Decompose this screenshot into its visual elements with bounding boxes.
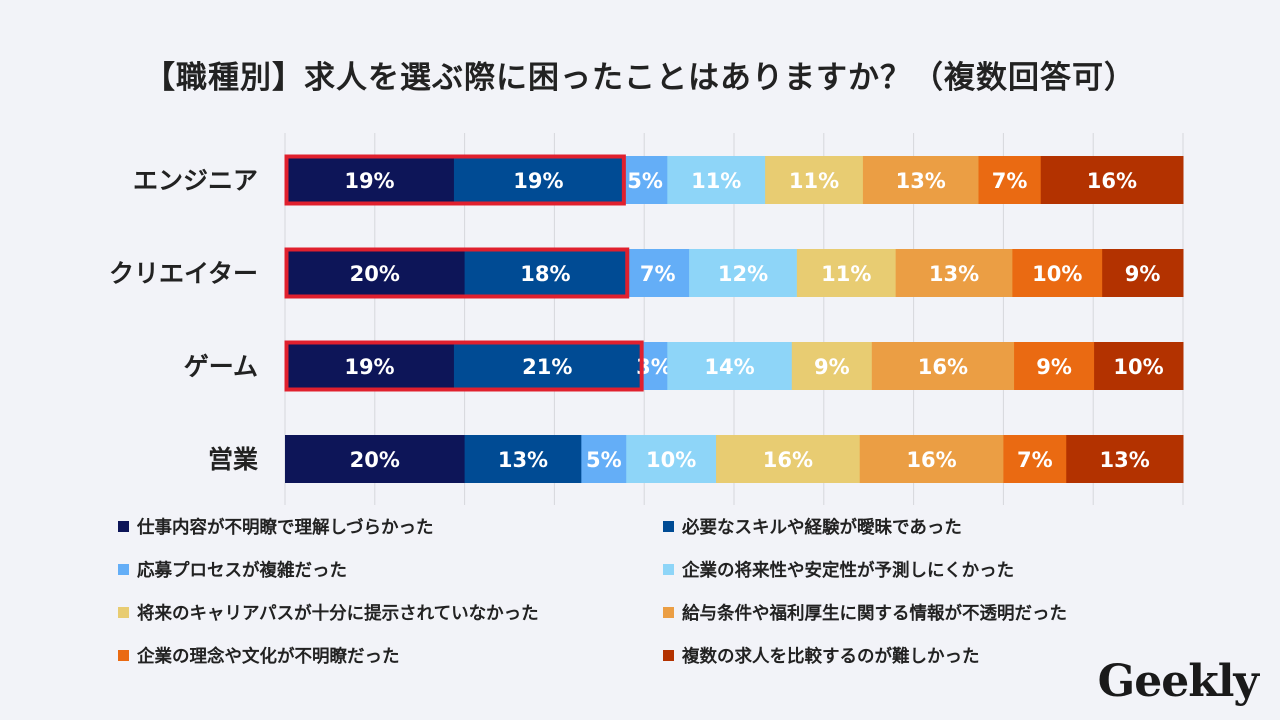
bar-segment (1040, 156, 1184, 204)
data-label: 10% (646, 448, 696, 472)
legend-label: 必要なスキルや経験が曖昧であった (682, 518, 962, 538)
bar-segment (285, 435, 466, 483)
bar-segment (667, 156, 766, 204)
data-label: 18% (520, 262, 570, 286)
data-label: 5% (627, 169, 663, 193)
data-label: 19% (344, 169, 394, 193)
legend-swatch (118, 564, 129, 575)
data-label: 21% (522, 355, 572, 379)
data-label: 11% (691, 169, 741, 193)
category-label: ゲーム (184, 352, 258, 381)
chart-title: 【職種別】求人を選ぶ際に困ったことはありますか？（複数回答可） (144, 60, 1136, 96)
legend-label: 応募プロセスが複雑だった (137, 561, 347, 581)
legend-swatch (663, 521, 674, 532)
bar-segment (626, 435, 717, 483)
legend-item: 企業の将来性や安定性が予測しにくかった (663, 557, 1014, 582)
category-label: エンジニア (133, 166, 258, 195)
data-label: 16% (906, 448, 956, 472)
data-label: 7% (992, 169, 1028, 193)
bar-segment (765, 156, 864, 204)
bar-segment (1012, 249, 1103, 297)
bar-segment (285, 342, 455, 390)
data-label: 10% (1113, 355, 1163, 379)
legend-item: 複数の求人を比較するのが難しかった (663, 643, 980, 668)
legend-item: 必要なスキルや経験が曖昧であった (663, 514, 962, 539)
bar-segment (716, 435, 861, 483)
category-label: 営業 (208, 445, 258, 474)
bar-segment (862, 156, 980, 204)
data-label: 16% (1087, 169, 1137, 193)
data-label: 10% (1032, 262, 1082, 286)
data-label: 9% (1036, 355, 1072, 379)
bar-segment (1102, 249, 1184, 297)
data-label: 9% (814, 355, 850, 379)
data-label: 12% (718, 262, 768, 286)
bar-segment (581, 435, 627, 483)
bar-segment (622, 156, 668, 204)
data-label: 16% (918, 355, 968, 379)
bar-segment (1094, 342, 1184, 390)
bar-segment (859, 435, 1004, 483)
legend-label: 企業の将来性や安定性が予測しにくかった (682, 561, 1015, 581)
bar-segment (640, 342, 668, 390)
bar-segment (285, 249, 466, 297)
bar-segment (1066, 435, 1184, 483)
data-label: 19% (513, 169, 563, 193)
legend-label: 給与条件や福利厚生に関する情報が不透明だった (682, 604, 1067, 624)
bar-segment (464, 435, 582, 483)
data-label: 9% (1125, 262, 1161, 286)
bar-segment (667, 342, 793, 390)
bar-segment (871, 342, 1015, 390)
legend-item: 給与条件や福利厚生に関する情報が不透明だった (663, 600, 1067, 625)
data-label: 7% (640, 262, 676, 286)
data-label: 16% (763, 448, 813, 472)
data-label: 13% (1099, 448, 1149, 472)
legend-label: 複数の求人を比較するのが難しかった (682, 647, 980, 667)
bar-segment (791, 342, 873, 390)
data-label: 20% (350, 262, 400, 286)
data-label: 20% (350, 448, 400, 472)
bar-segment (453, 156, 624, 204)
data-label: 13% (929, 262, 979, 286)
data-label: 13% (498, 448, 548, 472)
legend-item: 応募プロセスが複雑だった (118, 557, 347, 582)
legend-swatch (118, 521, 129, 532)
bar-segment (1003, 435, 1067, 483)
highlight-box (284, 247, 630, 299)
data-label: 13% (896, 169, 946, 193)
geekly-logo: Geekly (1097, 656, 1259, 707)
legend-item: 仕事内容が不明瞭で理解しづらかった (118, 514, 433, 539)
legend-item: 企業の理念や文化が不明瞭だった (118, 643, 400, 668)
bar-segment (796, 249, 897, 297)
legend-item: 将来のキャリアパスが十分に提示されていなかった (118, 600, 539, 625)
stacked-bar-chart: エンジニア 19% 19% 5% 11% 11% 13% 7% 16% クリエイター 20% 18% 7… (109, 133, 1184, 505)
bar-segment (1014, 342, 1095, 390)
bar-segment (895, 249, 1013, 297)
bar-segment (978, 156, 1042, 204)
data-label: 19% (344, 355, 394, 379)
bar-segment (285, 156, 455, 204)
legend-label: 将来のキャリアパスが十分に提示されていなかった (137, 604, 539, 624)
bar-segment (453, 342, 642, 390)
data-label: 14% (704, 355, 754, 379)
data-label: 7% (1017, 448, 1053, 472)
legend-swatch (118, 607, 129, 618)
legend-swatch (118, 650, 129, 661)
bar-segment (464, 249, 627, 297)
category-label: クリエイター (109, 259, 258, 288)
legend-swatch (663, 607, 674, 618)
legend-swatch (663, 650, 674, 661)
bar-segment (626, 249, 690, 297)
highlight-box (284, 154, 626, 206)
legend-label: 企業の理念や文化が不明瞭だった (137, 647, 400, 667)
legend-label: 仕事内容が不明瞭で理解しづらかった (137, 518, 434, 538)
highlight-box (284, 340, 644, 392)
legend-swatch (663, 564, 674, 575)
bar-segment (689, 249, 798, 297)
data-label: 11% (821, 262, 871, 286)
data-label: 5% (586, 448, 622, 472)
data-label: 11% (789, 169, 839, 193)
